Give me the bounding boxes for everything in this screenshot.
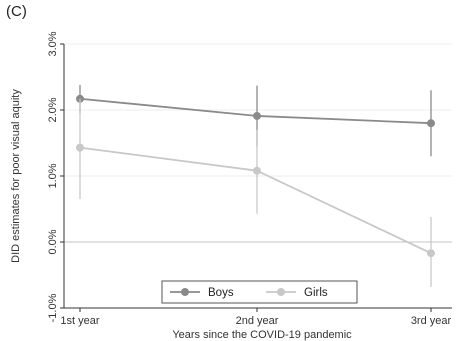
x-tick-label: 2nd year xyxy=(236,315,279,327)
legend-label-boys: Boys xyxy=(208,287,234,299)
legend-label-girls: Girls xyxy=(304,287,328,299)
legend-marker-boys xyxy=(181,288,189,296)
legend-box xyxy=(161,280,358,304)
point-girls xyxy=(427,249,435,258)
point-girls xyxy=(76,143,84,152)
legend: Boys Girls xyxy=(161,280,358,304)
line-girls xyxy=(79,146,432,255)
panel-label: (C) xyxy=(6,3,27,20)
series xyxy=(76,84,435,287)
point-boys xyxy=(427,119,435,128)
x-axis-title: Years since the COVID-19 pandemic xyxy=(172,329,352,341)
point-boys xyxy=(253,111,261,120)
y-tick-label: 2.0% xyxy=(47,97,59,122)
point-girls xyxy=(253,166,261,175)
grid-lines xyxy=(64,43,452,309)
x-ticks: 1st year 2nd year 3rd year xyxy=(60,308,452,327)
legend-marker-girls xyxy=(277,288,285,296)
x-tick-label: 3rd year xyxy=(411,315,452,327)
x-tick-label: 1st year xyxy=(60,315,99,327)
y-tick-label: 3.0% xyxy=(47,31,59,56)
y-tick-label: 0.0% xyxy=(47,229,59,254)
series-boys xyxy=(76,84,435,157)
series-girls xyxy=(76,98,435,287)
y-tick-label: 1.0% xyxy=(47,163,59,188)
y-ticks: -1.0% 0.0% 1.0% 2.0% 3.0% xyxy=(47,31,64,322)
y-tick-label: -1.0% xyxy=(47,293,59,322)
y-axis-title: DID estimates for poor visual aquity xyxy=(10,89,22,263)
